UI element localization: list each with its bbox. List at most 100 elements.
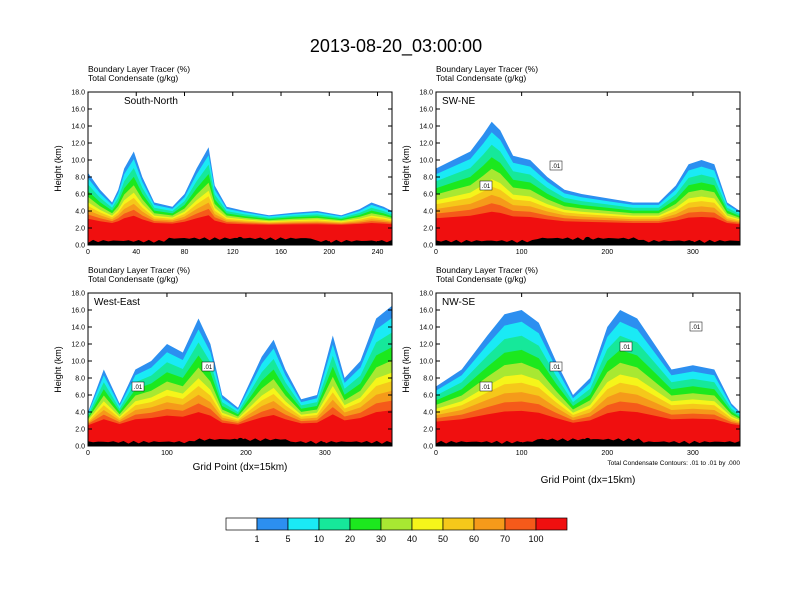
center-marker [584, 437, 592, 445]
colorbar-label: 50 [438, 534, 448, 544]
y-tick-label: 12.0 [71, 342, 85, 349]
panel-title: South-North [124, 96, 178, 107]
colorbar-swatch [380, 517, 413, 531]
center-marker [236, 236, 244, 244]
y-tick-label: 8.0 [75, 175, 85, 182]
x-tick-label: 0 [434, 249, 438, 256]
x-tick-label: 240 [372, 249, 384, 256]
contour-label-box [689, 321, 703, 332]
x-tick-label: 160 [275, 249, 287, 256]
y-tick-label: 16.0 [71, 107, 85, 114]
plot-area [88, 293, 392, 446]
panel-nw-se: Boundary Layer Tracer (%)Total Condensat… [401, 265, 741, 457]
field-label-tracer: Boundary Layer Tracer (%) [88, 265, 190, 275]
panels: Boundary Layer Tracer (%) Total Condensat… [53, 64, 741, 486]
x-tick-label: 80 [181, 249, 189, 256]
field-label-condensate: Total Condensate (g/kg) [436, 274, 526, 284]
colorbar-swatch [349, 517, 382, 531]
contour-label-box [201, 361, 215, 372]
y-tick-label: 10.0 [71, 359, 85, 366]
y-tick-label: 8.0 [75, 376, 85, 383]
contour-label: .01 [482, 184, 491, 190]
contour-label: .01 [204, 365, 213, 371]
y-tick-label: 18.0 [419, 291, 433, 298]
x-tick-label: 100 [516, 450, 528, 457]
x-tick-label: 300 [319, 450, 331, 457]
plot-area [436, 293, 740, 446]
y-tick-label: 12.0 [419, 342, 433, 349]
x-tick-label: 0 [434, 450, 438, 457]
colorbar-swatch [535, 517, 568, 531]
x-tick-label: 0 [86, 249, 90, 256]
y-tick-label: 14.0 [71, 325, 85, 332]
y-tick-label: 12.0 [419, 141, 433, 148]
plot-area [88, 92, 392, 245]
y-tick-label: 0.0 [423, 444, 433, 451]
field-label-tracer: Boundary Layer Tracer (%) [436, 64, 538, 74]
x-tick-label: 300 [687, 249, 699, 256]
y-tick-label: 16.0 [419, 107, 433, 114]
y-tick-label: 10.0 [419, 158, 433, 165]
y-tick-label: 6.0 [423, 393, 433, 400]
colorbar-label: 10 [314, 534, 324, 544]
y-tick-label: 6.0 [75, 393, 85, 400]
colorbar-swatch [225, 517, 258, 531]
y-tick-label: 6.0 [423, 192, 433, 199]
panel-title: NW-SE [442, 297, 475, 308]
contour-label-box [131, 381, 145, 392]
contour-label-box [549, 160, 563, 171]
main-title: 2013-08-20_03:00:00 [310, 36, 482, 57]
y-tick-label: 16.0 [71, 308, 85, 315]
colorbar-label: 1 [254, 534, 259, 544]
y-tick-label: 2.0 [75, 427, 85, 434]
panel-sw-ne: Boundary Layer Tracer (%)Total Condensat… [401, 64, 741, 256]
y-tick-label: 4.0 [423, 410, 433, 417]
colorbar-swatch [442, 517, 475, 531]
colorbar-swatch [411, 517, 444, 531]
contour-label-box [479, 180, 493, 191]
contour-label: .01 [552, 164, 561, 170]
panel-title: SW-NE [442, 96, 475, 107]
plot-frame [435, 292, 741, 447]
colorbar-swatch [287, 517, 320, 531]
colorbar-label: 5 [285, 534, 290, 544]
x-tick-label: 300 [687, 450, 699, 457]
contour-label-box [479, 381, 493, 392]
center-marker [584, 236, 592, 244]
colorbar-swatch [473, 517, 506, 531]
y-tick-label: 12.0 [71, 141, 85, 148]
y-tick-label: 10.0 [71, 158, 85, 165]
y-tick-label: 8.0 [423, 175, 433, 182]
colorbar-label: 60 [469, 534, 479, 544]
field-label-condensate: Total Condensate (g/kg) [88, 73, 178, 83]
y-tick-label: 0.0 [423, 243, 433, 250]
x-tick-label: 200 [601, 450, 613, 457]
y-tick-label: 4.0 [75, 209, 85, 216]
x-tick-label: 40 [132, 249, 140, 256]
contour-label: .01 [552, 365, 561, 371]
x-tick-label: 200 [323, 249, 335, 256]
colorbar-swatch [504, 517, 537, 531]
tracer-band-100 [88, 410, 392, 446]
y-tick-label: 4.0 [75, 410, 85, 417]
x-axis-label-right: Grid Point (dx=15km) [541, 475, 636, 486]
panel-title: West-East [94, 297, 140, 308]
y-tick-label: 4.0 [423, 209, 433, 216]
colorbar-label: 70 [500, 534, 510, 544]
y-tick-label: 16.0 [419, 308, 433, 315]
x-tick-label: 100 [161, 450, 173, 457]
y-tick-label: 0.0 [75, 243, 85, 250]
y-tick-label: 2.0 [423, 427, 433, 434]
center-marker [236, 437, 244, 445]
contour-label: .01 [482, 385, 491, 391]
plot-frame [87, 292, 393, 447]
colorbar-label: 20 [345, 534, 355, 544]
contour-label: .01 [692, 325, 701, 331]
contour-label: .01 [134, 385, 143, 391]
x-axis-label: Grid Point (dx=15km) [193, 462, 288, 473]
contour-note: Total Condensate Contours: .01 to .01 by… [607, 460, 740, 467]
y-tick-label: 14.0 [419, 325, 433, 332]
colorbar-label: 30 [376, 534, 386, 544]
y-axis-label: Height (km) [53, 346, 63, 393]
